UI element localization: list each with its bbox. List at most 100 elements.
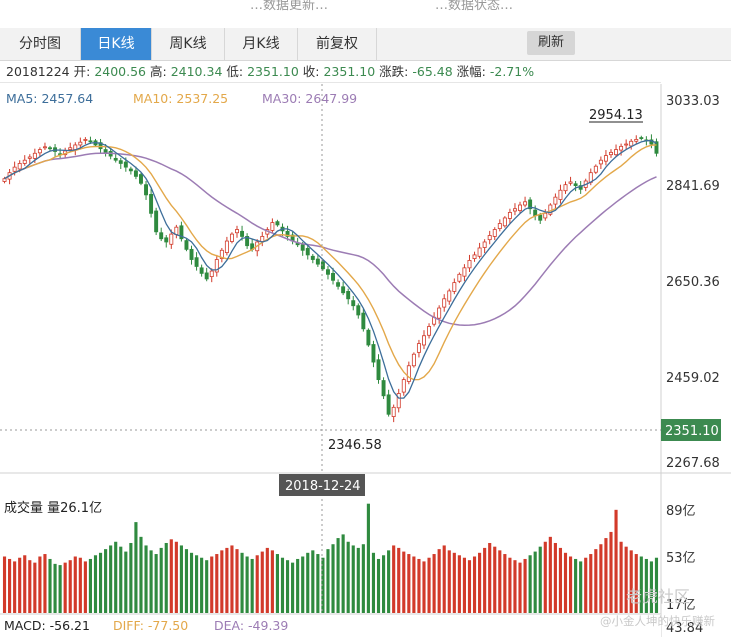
volume-bar	[159, 547, 163, 613]
ohlc-date: 20181224	[6, 64, 70, 79]
volume-bar	[523, 558, 527, 613]
volume-bar	[63, 562, 67, 613]
tab-forward-adjust[interactable]: 前复权	[298, 28, 377, 60]
volume-bar	[457, 555, 461, 613]
volume-bar	[164, 542, 168, 613]
top-strip-left: …数据更新…	[250, 0, 329, 13]
volume-bar	[609, 531, 613, 613]
candle-body	[568, 181, 573, 184]
volume-bar	[518, 562, 522, 613]
candle-body	[624, 143, 629, 146]
candle-body	[219, 249, 224, 260]
candle-body	[341, 286, 346, 294]
low-annotation: 2346.58	[328, 438, 382, 453]
candle-body	[462, 267, 467, 277]
volume-bar	[356, 547, 360, 613]
candle-body	[452, 282, 457, 292]
volume-bar	[296, 558, 300, 613]
volume-bar	[462, 557, 466, 613]
candle-body	[361, 312, 366, 330]
volume-bar	[58, 565, 62, 613]
candle-body	[406, 365, 411, 382]
ohlc-close: 2351.10	[323, 64, 376, 79]
top-strip-right: …数据状态…	[435, 0, 514, 13]
y-tick-1: 3033.03	[666, 94, 720, 109]
candle-body	[634, 139, 639, 142]
volume-bar	[634, 554, 638, 613]
candle-body	[235, 229, 239, 234]
volume-bar	[2, 556, 7, 613]
candle-body	[133, 170, 138, 177]
volume-bar	[129, 542, 133, 613]
tab-intraday[interactable]: 分时图	[0, 28, 81, 60]
macd-tick: 43.84	[666, 621, 703, 636]
tab-monthly-k[interactable]: 月K线	[225, 28, 298, 60]
volume-bar	[346, 541, 350, 613]
volume-bar	[200, 557, 204, 613]
candle-body	[619, 145, 624, 151]
candle-body	[416, 343, 421, 353]
crosshair-price-box	[661, 419, 721, 441]
volume-bar	[649, 561, 653, 613]
volume-bar	[493, 546, 497, 613]
candle-body	[467, 260, 472, 269]
candle-body	[32, 152, 37, 159]
ohlc-open-label: 开:	[73, 64, 91, 79]
candle-body	[128, 168, 133, 172]
candle-body	[189, 248, 194, 260]
volume-bar	[73, 556, 77, 613]
candle-body	[598, 159, 603, 165]
candle-body	[149, 193, 154, 214]
tab-daily-k[interactable]: 日K线	[81, 28, 152, 60]
volume-bar	[371, 552, 376, 613]
crosshair-date-box	[279, 474, 365, 496]
candle-body	[209, 270, 214, 278]
candle-body	[169, 233, 174, 245]
volume-bar	[407, 554, 411, 613]
volume-bar	[553, 542, 557, 613]
candle-body	[558, 189, 563, 200]
volume-bar	[442, 545, 446, 613]
volume-bar	[245, 556, 249, 613]
volume-bar	[604, 538, 608, 613]
tab-weekly-k[interactable]: 周K线	[152, 28, 225, 60]
volume-bar	[376, 558, 381, 613]
volume-bar	[432, 554, 436, 613]
volume-bar	[28, 560, 32, 613]
candle-body	[164, 237, 169, 243]
volume-bar	[387, 550, 391, 613]
candle-body	[381, 380, 386, 397]
y-tick-2: 2841.69	[666, 179, 720, 194]
candle-body	[518, 204, 522, 211]
candle-body	[366, 329, 371, 346]
volume-bar	[654, 557, 659, 613]
candle-body	[275, 221, 280, 226]
diff-label: DIFF: -77.50	[113, 618, 188, 633]
candle-body	[245, 236, 250, 247]
candle-body	[543, 212, 548, 219]
volume-bar	[33, 562, 37, 613]
candle-body	[477, 247, 482, 257]
candle-body	[285, 230, 290, 237]
candle-body	[103, 149, 108, 153]
macd-bar-bg	[0, 614, 661, 637]
volume-bar	[215, 554, 219, 613]
volume-bar	[235, 549, 239, 613]
volume-bar	[109, 545, 113, 613]
candle-body	[614, 149, 619, 156]
volume-bar	[503, 554, 507, 613]
volume-bar	[543, 541, 547, 613]
ohlc-open: 2400.56	[94, 64, 147, 79]
refresh-button[interactable]: 刷新	[527, 31, 575, 55]
volume-bar	[366, 503, 370, 613]
candle-body	[523, 201, 528, 206]
candle-body	[320, 261, 325, 270]
ohlc-low-label: 低:	[226, 64, 244, 79]
dea-label: DEA: -49.39	[214, 618, 288, 633]
volume-bar	[528, 555, 532, 613]
candle-body	[396, 393, 401, 409]
volume-bar	[533, 551, 537, 613]
volume-bar	[589, 554, 593, 613]
volume-bar	[629, 550, 633, 613]
